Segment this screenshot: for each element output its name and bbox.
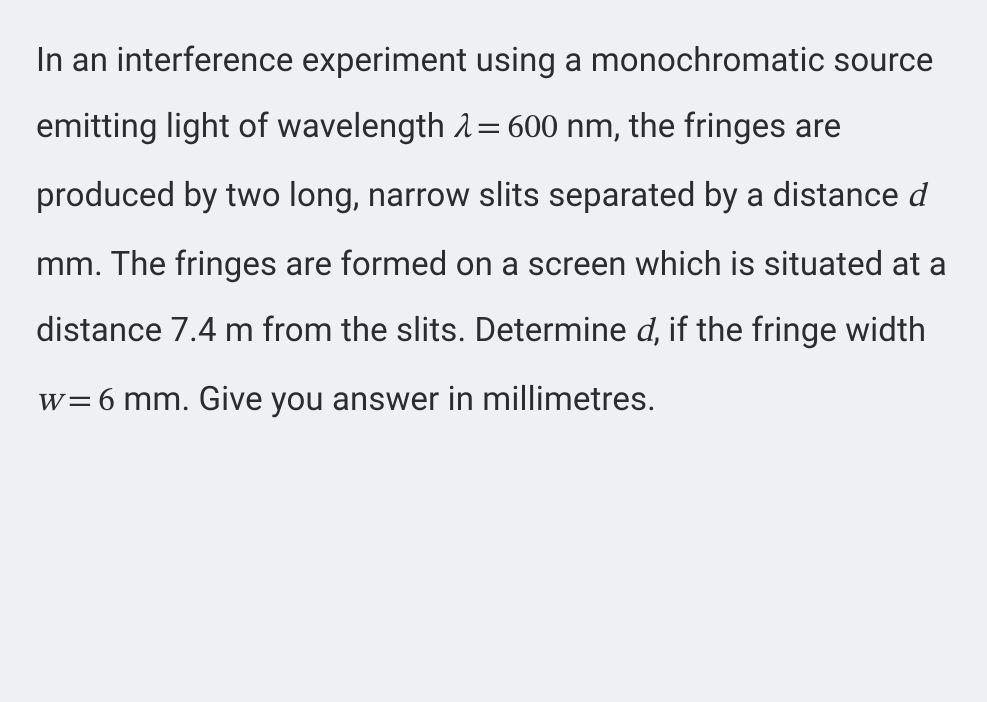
width-w-symbol: w	[36, 385, 62, 419]
wavelength-value: 600	[507, 112, 558, 146]
text-segment: , if the fringe width	[653, 311, 926, 350]
fringe-width-value: 6	[98, 385, 115, 419]
equals-sign: =	[68, 385, 93, 419]
problem-statement: In an interference experiment using a mo…	[36, 28, 951, 436]
text-segment: mm. Give you answer in millimetres.	[115, 380, 656, 419]
distance-d-symbol: d	[635, 316, 653, 350]
lambda-symbol: λ	[453, 112, 470, 146]
equals-sign: =	[477, 112, 502, 146]
distance-d-symbol: d	[907, 181, 925, 215]
